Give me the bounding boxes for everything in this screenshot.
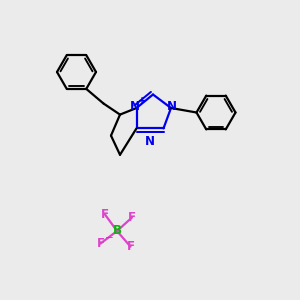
Text: +: + — [138, 96, 147, 106]
Text: N: N — [145, 134, 155, 148]
Text: N: N — [130, 100, 140, 113]
Text: N: N — [167, 100, 177, 113]
Text: B: B — [112, 224, 122, 238]
Text: −: − — [105, 233, 114, 244]
Text: F: F — [127, 240, 134, 253]
Text: F: F — [128, 211, 136, 224]
Text: F: F — [97, 237, 104, 250]
Text: F: F — [101, 208, 109, 221]
